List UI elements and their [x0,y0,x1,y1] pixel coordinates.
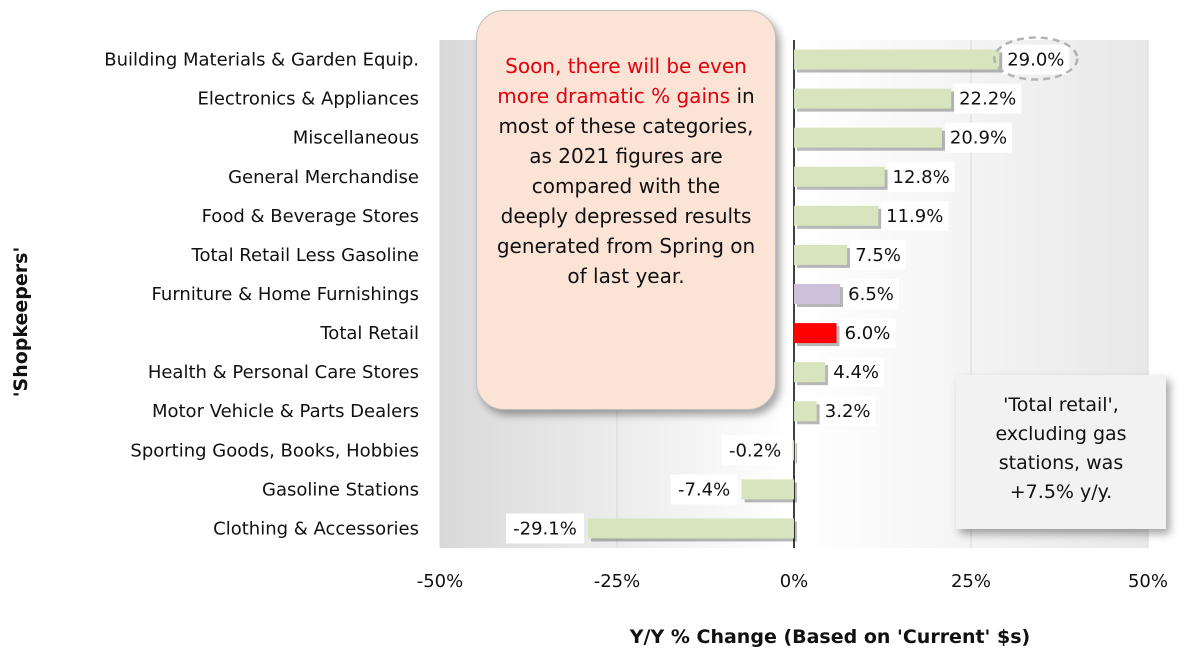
bar-shadow [795,443,797,464]
value-label-bg [881,200,949,231]
value-label: 22.2% [959,89,1016,110]
value-label: 11.9% [886,206,943,227]
bar [794,205,879,226]
value-label: 12.8% [893,167,950,188]
category-label: Total Retail Less Gasoline [191,245,419,266]
category-label: Motor Vehicle & Parts Dealers [152,401,419,422]
value-label-bg [839,318,896,349]
bar [741,479,794,500]
highlight-circle [993,36,1079,81]
value-label: -29.1% [513,518,577,539]
category-label: Clothing & Accessories [213,518,419,539]
category-label: Food & Beverage Stores [202,206,419,227]
bars [587,49,1003,542]
category-label: Sporting Goods, Books, Hobbies [130,440,419,461]
bar [587,518,794,539]
x-tick-label: -50% [417,571,464,592]
category-label: Furniture & Home Furnishings [152,284,419,305]
bar [794,401,817,422]
category-label: General Merchandise [228,167,419,188]
bar [794,166,885,187]
bar [794,88,952,109]
x-axis-title: Y/Y % Change (Based on 'Current' $s) [629,626,1030,648]
x-tick-label: 25% [951,571,991,592]
value-label: 29.0% [1007,50,1064,71]
value-label: 6.5% [848,284,894,305]
category-label: Miscellaneous [293,128,419,149]
value-label: 7.5% [855,245,901,266]
bar [794,49,1000,70]
value-label-bg [850,239,907,270]
value-label-bg [944,122,1012,153]
callout-box: Soon, there will be even more dramatic %… [476,10,776,410]
category-label: Gasoline Stations [262,479,419,500]
value-label: 3.2% [825,401,871,422]
value-label: -0.2% [729,440,781,461]
bar [794,362,826,383]
x-tick-labels: -50% -25% 0% 25% 50% [417,571,1168,592]
value-label-bg [843,279,900,309]
value-label-bg [819,396,876,427]
x-tick-label: -25% [594,571,641,592]
value-label-bg [828,357,885,388]
category-label: Total Retail [319,323,419,344]
value-label-bg [721,435,789,466]
value-label-bg [505,513,584,544]
x-tick-label: 50% [1128,571,1168,592]
value-label-bg [670,474,738,505]
bar [792,440,794,461]
category-label: Electronics & Appliances [197,89,419,110]
total-retail-note: 'Total retail', excluding gas stations, … [956,375,1166,529]
y-axis-title: 'Shopkeepers' [10,247,32,398]
x-tick-label: 0% [780,571,809,592]
callout-text: in most of these categories, as 2021 fig… [496,84,756,288]
bar [794,127,942,148]
bar [794,284,841,304]
value-label: -7.4% [678,479,730,500]
bar [794,323,837,344]
bar [794,244,848,265]
value-label: 6.0% [845,323,891,344]
category-label: Health & Personal Care Stores [148,362,419,383]
value-label-bg [1002,44,1070,75]
callout-highlight-text: Soon, there will be even more dramatic %… [497,54,747,108]
value-label-bg [954,83,1022,114]
value-label-bg [887,161,955,192]
value-labels: 29.0% 22.2% 20.9%12.8% 11.9% 7.5% 6.5% 6.0% 4.4… [505,36,1079,544]
category-label: Building Materials & Garden Equip. [104,50,419,71]
value-label: 4.4% [833,362,879,383]
category-labels: Building Materials & Garden Equip. Electr… [104,50,419,540]
value-label: 20.9% [950,128,1007,149]
